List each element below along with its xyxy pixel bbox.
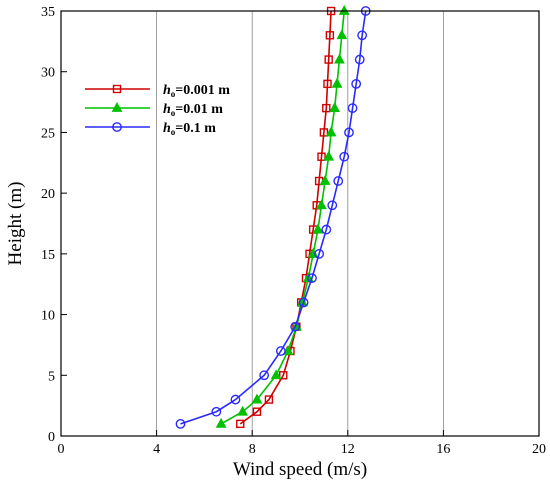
data-point [321, 224, 332, 235]
data-point [354, 54, 365, 65]
legend-label: ho=0.01 m [163, 102, 223, 118]
data-point [334, 53, 345, 64]
data-point [175, 418, 186, 429]
series-line [239, 10, 332, 425]
data-point [264, 395, 274, 404]
y-tick-label: 10 [41, 309, 55, 324]
legend-entry-1: ho=0.01 m [85, 102, 223, 118]
data-point [323, 150, 335, 161]
data-point [312, 223, 324, 234]
data-point [339, 151, 350, 162]
data-point [347, 103, 358, 114]
data-point [319, 175, 331, 185]
data-point [316, 199, 327, 210]
data-point [307, 273, 317, 284]
legend-entry-2: ho=0.1 m [85, 121, 216, 137]
legend-marker [111, 102, 123, 112]
legend-label: ho=0.001 m [163, 83, 230, 99]
data-point [351, 78, 362, 89]
x-tick-label: 20 [532, 442, 546, 457]
data-point [290, 321, 301, 332]
data-point [215, 417, 227, 428]
y-tick-label: 25 [41, 126, 55, 141]
data-point [344, 127, 354, 138]
data-point [338, 5, 350, 15]
y-tick-label: 20 [41, 187, 55, 202]
data-point [251, 393, 263, 404]
y-tick-label: 35 [41, 5, 55, 20]
x-tick-label: 4 [153, 442, 160, 457]
data-point [230, 394, 241, 405]
data-point [314, 248, 325, 259]
y-tick-label: 30 [41, 66, 55, 81]
data-point [329, 102, 341, 113]
data-point [324, 55, 333, 64]
data-point [317, 152, 326, 161]
x-tick-label: 16 [436, 442, 450, 457]
data-point [325, 31, 335, 40]
x-tick-label: 12 [341, 442, 355, 457]
data-point [270, 369, 282, 380]
plot-frame [60, 10, 540, 437]
legend-label: ho=0.1 m [163, 121, 216, 137]
data-point [252, 407, 262, 416]
data-point [319, 128, 329, 137]
data-point [236, 419, 245, 429]
data-point [336, 29, 348, 40]
data-point [322, 103, 331, 113]
axes: 0 4 8 12 16 20 0 5 10 15 20 25 30 35 [41, 5, 546, 457]
y-tick-label: 5 [48, 369, 55, 384]
legend-marker [112, 84, 122, 94]
x-tick-label: 0 [58, 442, 65, 457]
data-point [333, 176, 344, 186]
legend-entry-0: ho=0.001 m [85, 83, 230, 99]
data-point [327, 200, 338, 211]
legend: ho=0.001 m ho=0.01 m ho=0.1 m [85, 83, 230, 137]
data-point [282, 345, 294, 355]
y-tick-label: 0 [48, 430, 55, 445]
series-line [180, 10, 367, 425]
data-point [211, 406, 222, 417]
data-point [237, 405, 249, 416]
grid-lines [156, 11, 444, 436]
data-point [279, 371, 288, 380]
y-axis-title: Height (m) [5, 182, 26, 266]
x-axis-title: Wind speed (m/s) [233, 459, 367, 480]
data-point [298, 297, 309, 308]
data-point [259, 370, 270, 381]
data-point [323, 79, 332, 89]
data-point [357, 30, 368, 41]
x-tick-label: 8 [249, 442, 256, 457]
legend-marker [112, 122, 122, 132]
y-tick-label: 15 [41, 248, 55, 263]
series-layer [175, 5, 371, 429]
data-point [331, 77, 343, 88]
data-point [325, 126, 337, 137]
data-point [275, 346, 286, 356]
